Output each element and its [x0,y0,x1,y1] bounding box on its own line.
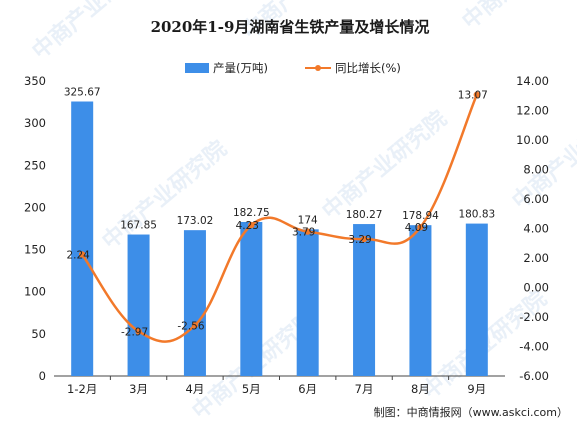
bar-value-label: 173.02 [177,215,214,227]
y-left-tick-label: 350 [24,74,46,88]
x-tick-label: 5月 [242,382,261,396]
bar-value-label: 182.75 [233,207,270,219]
line-value-label: -2.97 [121,326,148,338]
y-right-tick-label: 12.00 [516,104,549,118]
y-right-tick-label: -2.00 [519,310,549,324]
y-right-tick-label: 4.00 [523,222,549,236]
line-point [135,328,142,335]
y-left-tick-label: 300 [24,116,46,130]
legend-bar-label: 产量(万吨) [213,61,268,75]
axes: 1-2月 3月 4月 5月 6月 7月 8月 9月 0 50 100 150 200 250 300 350 -… [24,74,549,396]
bar [183,230,206,376]
line-point [360,235,368,243]
x-tick-label: 8月 [411,382,430,396]
bar [353,224,376,376]
x-tick-label: 3月 [129,382,148,396]
line-value-label: -2.56 [177,320,204,332]
line-value-label: 4.09 [405,222,428,234]
line-value-label: 13.07 [458,90,488,102]
bar-value-label: 180.27 [346,209,383,221]
y-left-tick-label: 0 [39,369,46,383]
line-point [78,251,86,258]
y-right-tick-label: -4.00 [519,340,549,354]
y-right-tick-label: 2.00 [523,251,549,265]
bar-series [71,101,488,376]
chart-title: 2020年1-9月湖南省生铁产量及增长情况 [151,18,430,36]
line-series [78,91,481,343]
x-tick-label: 7月 [355,382,374,396]
legend-line-marker [315,65,321,71]
line-value-label: 2.24 [66,249,90,261]
line-value-label: 3.79 [292,227,315,239]
y-left-tick-label: 250 [24,158,46,172]
line-point [473,91,481,98]
y-left-tick-label: 200 [24,200,46,214]
line-point [191,322,199,329]
bar [409,225,432,376]
y-right-tick-label: 10.00 [516,133,549,147]
line-value-label: 4.23 [236,220,259,232]
y-right-tick-label: 8.00 [523,163,549,177]
x-tick-label: 1-2月 [67,382,97,396]
y-left-tick-label: 100 [24,285,46,299]
bar [71,101,94,376]
bar-value-label: 178.94 [402,210,439,222]
legend-bar-swatch [185,63,209,73]
bar-value-label: 174 [298,214,318,226]
x-tick-label: 4月 [186,382,205,396]
watermark-text: 中商产业研究院 [457,0,577,35]
line-point [417,223,424,231]
y-left-tick-label: 50 [31,327,46,341]
legend-line-label: 同比增长(%) [335,61,401,75]
watermark-text: 中商产业研究院 [97,136,232,255]
watermark-text: 中商产业研究院 [27,0,162,65]
bar-value-label: 167.85 [120,220,157,232]
y-right-tick-label: 14.00 [516,74,549,88]
y-right-tick-label: 6.00 [523,192,549,206]
bar [127,234,150,376]
x-tick-label: 6月 [298,382,317,396]
bar [465,223,488,376]
line-point [248,221,255,229]
data-labels: 325.67 167.85 173.02 182.75 174 180.27 178.94 1… [64,87,495,339]
line-value-label: 3.29 [348,234,371,246]
bar [296,229,319,376]
bar-value-label: 325.67 [64,87,101,99]
legend: 产量(万吨) 同比增长(%) [185,61,401,75]
y-left-tick-label: 150 [24,243,46,257]
bar-value-label: 180.83 [458,209,495,221]
x-tick-label: 9月 [467,382,486,396]
line-point [304,228,311,235]
bar [240,221,263,376]
y-right-tick-label: -6.00 [519,369,549,383]
y-right-tick-label: 0.00 [523,281,549,295]
source-note: 制图：中商情报网（www.askci.com） [374,405,568,419]
